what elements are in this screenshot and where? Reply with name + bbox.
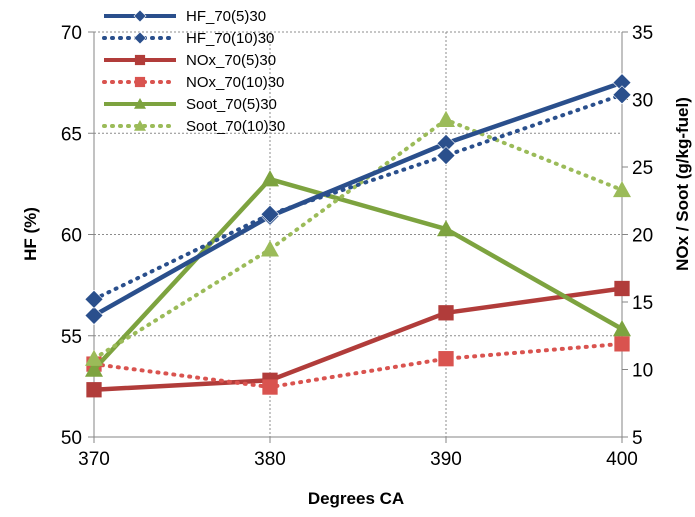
- data-point: [85, 349, 103, 366]
- data-point: [614, 336, 630, 352]
- legend-swatch-marker: [133, 31, 147, 45]
- series-line: [92, 80, 623, 318]
- data-point: [614, 280, 630, 297]
- data-point: [438, 305, 454, 321]
- data-point: [85, 360, 103, 377]
- y-left-tick-label: 65: [61, 124, 82, 145]
- series-line: [92, 117, 624, 361]
- series-line: [92, 92, 624, 302]
- legend-swatch-marker: [134, 76, 146, 88]
- axes: [88, 31, 628, 443]
- tick-labels: 50 55 60 65 70 5 10 15 20 25 30 35 370 380 390 400: [61, 23, 653, 470]
- x-tick-label: 370: [78, 449, 110, 470]
- series-layer: [84, 73, 632, 398]
- series-line: [92, 341, 624, 390]
- data-point: [84, 306, 104, 325]
- y-right-tick-label: 25: [632, 158, 653, 179]
- x-axis-title: Degrees CA: [308, 489, 404, 508]
- legend-label: NOx_70(5)30: [186, 52, 276, 69]
- y-left-axis-title: HF (%): [21, 207, 40, 261]
- legend-item: HF_70(10)30: [102, 30, 274, 47]
- y-right-tick-label: 15: [632, 293, 653, 314]
- y-left-tick-label: 60: [61, 226, 82, 247]
- data-point: [261, 170, 279, 187]
- y-right-tick-label: 10: [632, 361, 653, 382]
- data-point: [86, 382, 102, 398]
- y-right-tick-label: 5: [632, 428, 643, 449]
- legend-item: NOx_70(10)30: [102, 74, 284, 91]
- data-point: [262, 379, 278, 395]
- series-NOx_70(5)30: [86, 280, 630, 398]
- y-right-tick-label: 20: [632, 226, 653, 247]
- data-point: [612, 85, 632, 105]
- data-point: [613, 320, 631, 337]
- legend-item: HF_70(5)30: [104, 8, 266, 25]
- series-line: [93, 286, 623, 392]
- legend-item: NOx_70(5)30: [104, 52, 276, 69]
- data-point: [436, 146, 456, 165]
- y-right-tick-label: 30: [632, 91, 653, 112]
- x-tick-label: 380: [254, 449, 286, 470]
- x-tick-label: 390: [430, 449, 462, 470]
- data-point: [613, 180, 631, 198]
- data-point: [260, 204, 280, 224]
- data-point: [437, 220, 455, 237]
- legend-label: Soot_70(5)30: [186, 96, 277, 113]
- legend-swatch-marker: [133, 9, 147, 23]
- legend: HF_70(5)30 HF_70(10)30 NOx_70(5)30 NOx_70(1…: [102, 8, 285, 135]
- y-left-tick-label: 55: [61, 327, 82, 348]
- data-point: [438, 351, 454, 367]
- y-left-tick-label: 70: [61, 23, 82, 44]
- legend-swatch-marker: [134, 54, 146, 66]
- legend-label: HF_70(10)30: [186, 30, 274, 47]
- legend-swatch-marker: [134, 98, 146, 109]
- legend-item: Soot_70(10)30: [102, 118, 285, 135]
- x-tick-label: 400: [606, 449, 638, 470]
- data-point: [261, 240, 279, 257]
- y-left-tick-label: 50: [61, 428, 82, 449]
- series-HF_70(10)30: [84, 85, 632, 309]
- series-line: [92, 176, 624, 372]
- y-right-axis-title: NOx / Soot (g/kg-fuel): [673, 97, 692, 271]
- legend-swatch-marker: [134, 120, 146, 131]
- legend-item: Soot_70(5)30: [104, 96, 277, 113]
- data-point: [84, 289, 104, 309]
- series-Soot_70(5)30: [85, 170, 631, 377]
- y-right-tick-label: 35: [632, 23, 653, 44]
- data-point: [437, 110, 455, 127]
- series-Soot_70(10)30: [85, 110, 631, 366]
- legend-label: HF_70(5)30: [186, 8, 266, 25]
- legend-label: NOx_70(10)30: [186, 74, 284, 91]
- legend-label: Soot_70(10)30: [186, 118, 285, 135]
